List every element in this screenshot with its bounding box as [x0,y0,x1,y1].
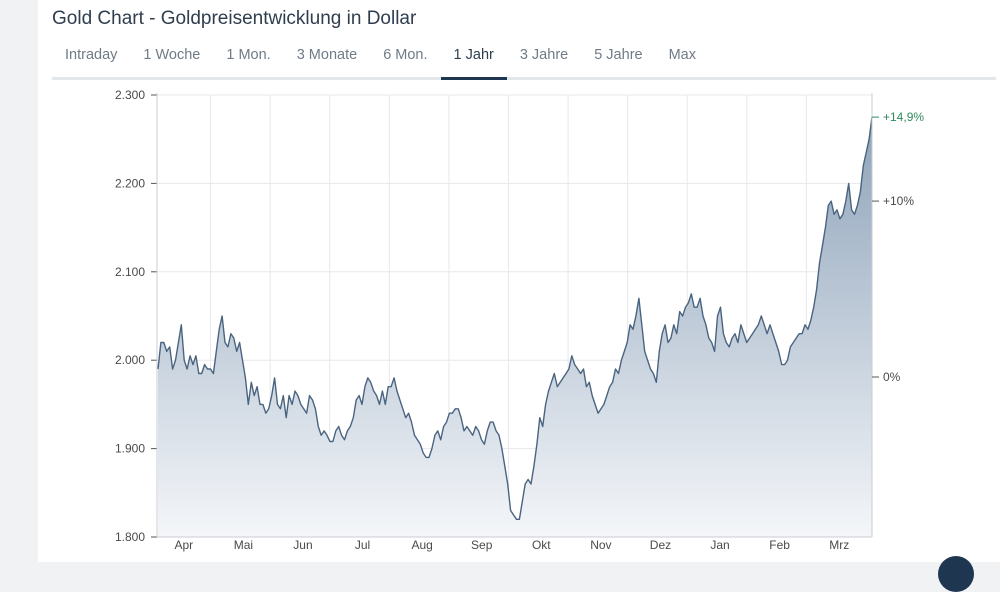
y-tick-label: 2.100 [115,265,145,279]
right-axis-label: 0% [883,370,901,384]
y-tick-label: 1.800 [115,530,145,544]
x-tick-label: Sep [471,538,493,552]
x-tick-label: Mrz [829,538,849,552]
x-tick-label: Jun [293,538,312,552]
tab-intraday[interactable]: Intraday [65,47,118,63]
price-line [157,117,873,520]
x-tick-label: Mai [234,538,253,552]
tab-max[interactable]: Max [668,47,696,63]
y-tick-label: 1.900 [115,442,145,456]
x-tick-label: Jul [355,538,370,552]
x-tick-label: Dez [650,538,671,552]
price-area [158,117,872,537]
x-tick-label: Nov [590,538,611,552]
gold-price-chart[interactable]: 1.800 1.900 2.000 2.100 2.200 2.300 Apr Mai Jun J… [0,0,1000,562]
x-tick-label: Aug [411,538,432,552]
tab-1-woche[interactable]: 1 Woche [143,47,201,63]
x-tick-label: Feb [769,538,790,552]
tab-1-mon[interactable]: 1 Mon. [226,47,271,63]
page-title: Gold Chart - Goldpreisentwicklung in Dol… [52,8,417,29]
tab-3-jahre[interactable]: 3 Jahre [519,47,569,63]
tab-1-jahr[interactable]: 1 Jahr [440,36,508,80]
x-tick-label: Okt [532,538,551,552]
y-tick-label: 2.300 [115,88,145,102]
x-tick-label: Jan [710,538,729,552]
scroll-top-button[interactable] [938,556,974,592]
y-tick-label: 2.000 [115,353,145,367]
tab-3-monate[interactable]: 3 Monate [296,47,358,63]
tab-5-jahre[interactable]: 5 Jahre [594,47,643,63]
tab-6-mon[interactable]: 6 Mon. [383,47,428,63]
right-axis-label: +10% [883,194,914,208]
y-tick-label: 2.200 [115,176,145,190]
timeframe-tabs: Intraday 1 Woche 1 Mon. 3 Monate 6 Mon. … [52,36,996,80]
right-axis-label: +14,9% [883,110,924,124]
x-tick-label: Apr [174,538,193,552]
